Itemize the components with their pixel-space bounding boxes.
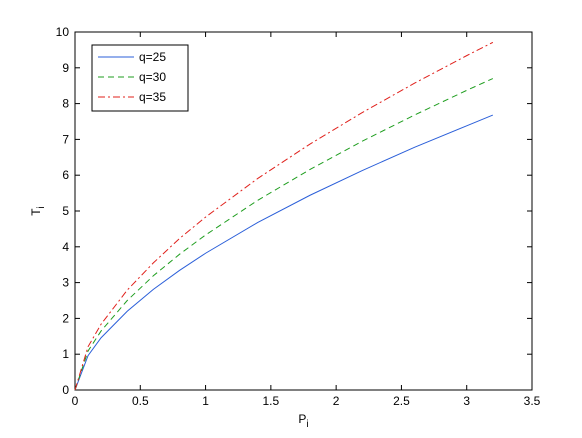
- y-tick-label: 9: [62, 61, 69, 75]
- y-tick-label: 2: [62, 311, 69, 325]
- x-tick-label: 3: [463, 394, 470, 408]
- y-tick-label: 8: [62, 97, 69, 111]
- y-tick-label: 3: [62, 276, 69, 290]
- data-line: [74, 114, 494, 391]
- data-line: [74, 41, 494, 391]
- legend-label: q=30: [139, 70, 166, 84]
- x-tick-label: 0.5: [132, 394, 149, 408]
- y-tick-label: 4: [62, 240, 69, 254]
- y-label-base: T: [29, 208, 43, 216]
- y-axis-label: Ti: [29, 206, 47, 216]
- data-line: [74, 78, 494, 391]
- x-tick-label: 1: [202, 394, 209, 408]
- x-axis-label: Pi: [298, 412, 308, 430]
- y-tick-label: 6: [62, 168, 69, 182]
- y-label-sub: i: [36, 206, 47, 208]
- x-tick-label: 2.5: [393, 394, 410, 408]
- x-tick-label: 2: [333, 394, 340, 408]
- y-tick-label: 1: [62, 347, 69, 361]
- x-label-base: P: [298, 412, 306, 426]
- x-tick-label: 1.5: [263, 394, 280, 408]
- legend-box: [91, 44, 189, 112]
- x-label-sub: i: [306, 419, 308, 430]
- x-tick-label: 3.5: [524, 394, 541, 408]
- legend-label: q=25: [139, 50, 166, 64]
- y-tick-label: 7: [62, 132, 69, 146]
- legend-label: q=35: [139, 90, 166, 104]
- y-tick-label: 0: [62, 383, 69, 397]
- y-tick-label: 5: [62, 204, 69, 218]
- x-tick-label: 0: [72, 394, 79, 408]
- y-tick-label: 10: [56, 25, 70, 39]
